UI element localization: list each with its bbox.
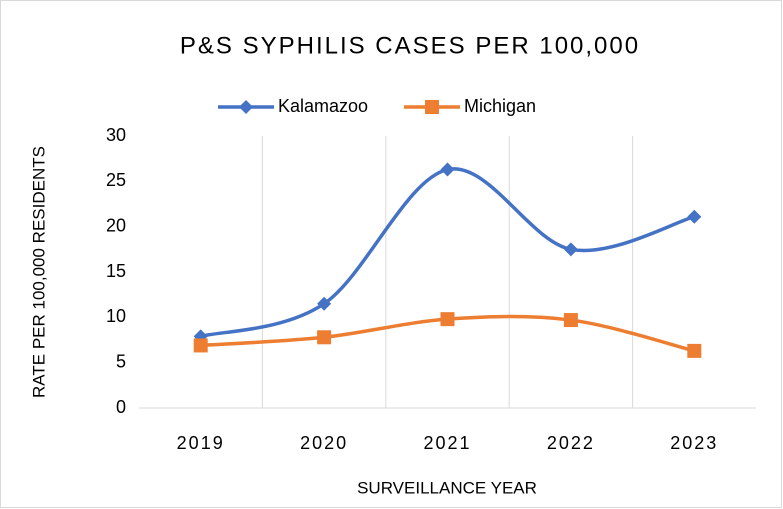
x-axis-title: SURVEILLANCE YEAR (357, 478, 537, 497)
x-tick-label: 2022 (547, 433, 595, 453)
point (317, 330, 332, 345)
x-tick-label: 2021 (423, 433, 471, 453)
y-axis-title: RATE PER 100,000 RESIDENTS (29, 146, 48, 398)
y-tick-label: 15 (106, 261, 126, 281)
y-tick-label: 25 (106, 170, 126, 190)
point (687, 343, 702, 358)
y-tick-label: 5 (116, 351, 126, 371)
point (317, 296, 332, 311)
x-tick-label: 2023 (670, 433, 718, 453)
x-tick-label: 2019 (177, 433, 225, 453)
legend-label: Michigan (464, 96, 536, 116)
y-tick-label: 20 (106, 215, 126, 235)
point (425, 100, 439, 114)
chart-title: P&S SYPHILIS CASES PER 100,000 (180, 32, 640, 59)
point (687, 209, 702, 224)
point (193, 338, 208, 353)
point (440, 312, 455, 327)
x-tick-label: 2020 (300, 433, 348, 453)
y-tick-label: 0 (116, 397, 126, 417)
point (440, 162, 455, 177)
point (563, 313, 578, 328)
point (239, 100, 253, 114)
legend-label: Kalamazoo (278, 96, 368, 116)
point (563, 242, 578, 257)
y-tick-label: 10 (106, 306, 126, 326)
y-tick-label: 30 (106, 125, 126, 145)
